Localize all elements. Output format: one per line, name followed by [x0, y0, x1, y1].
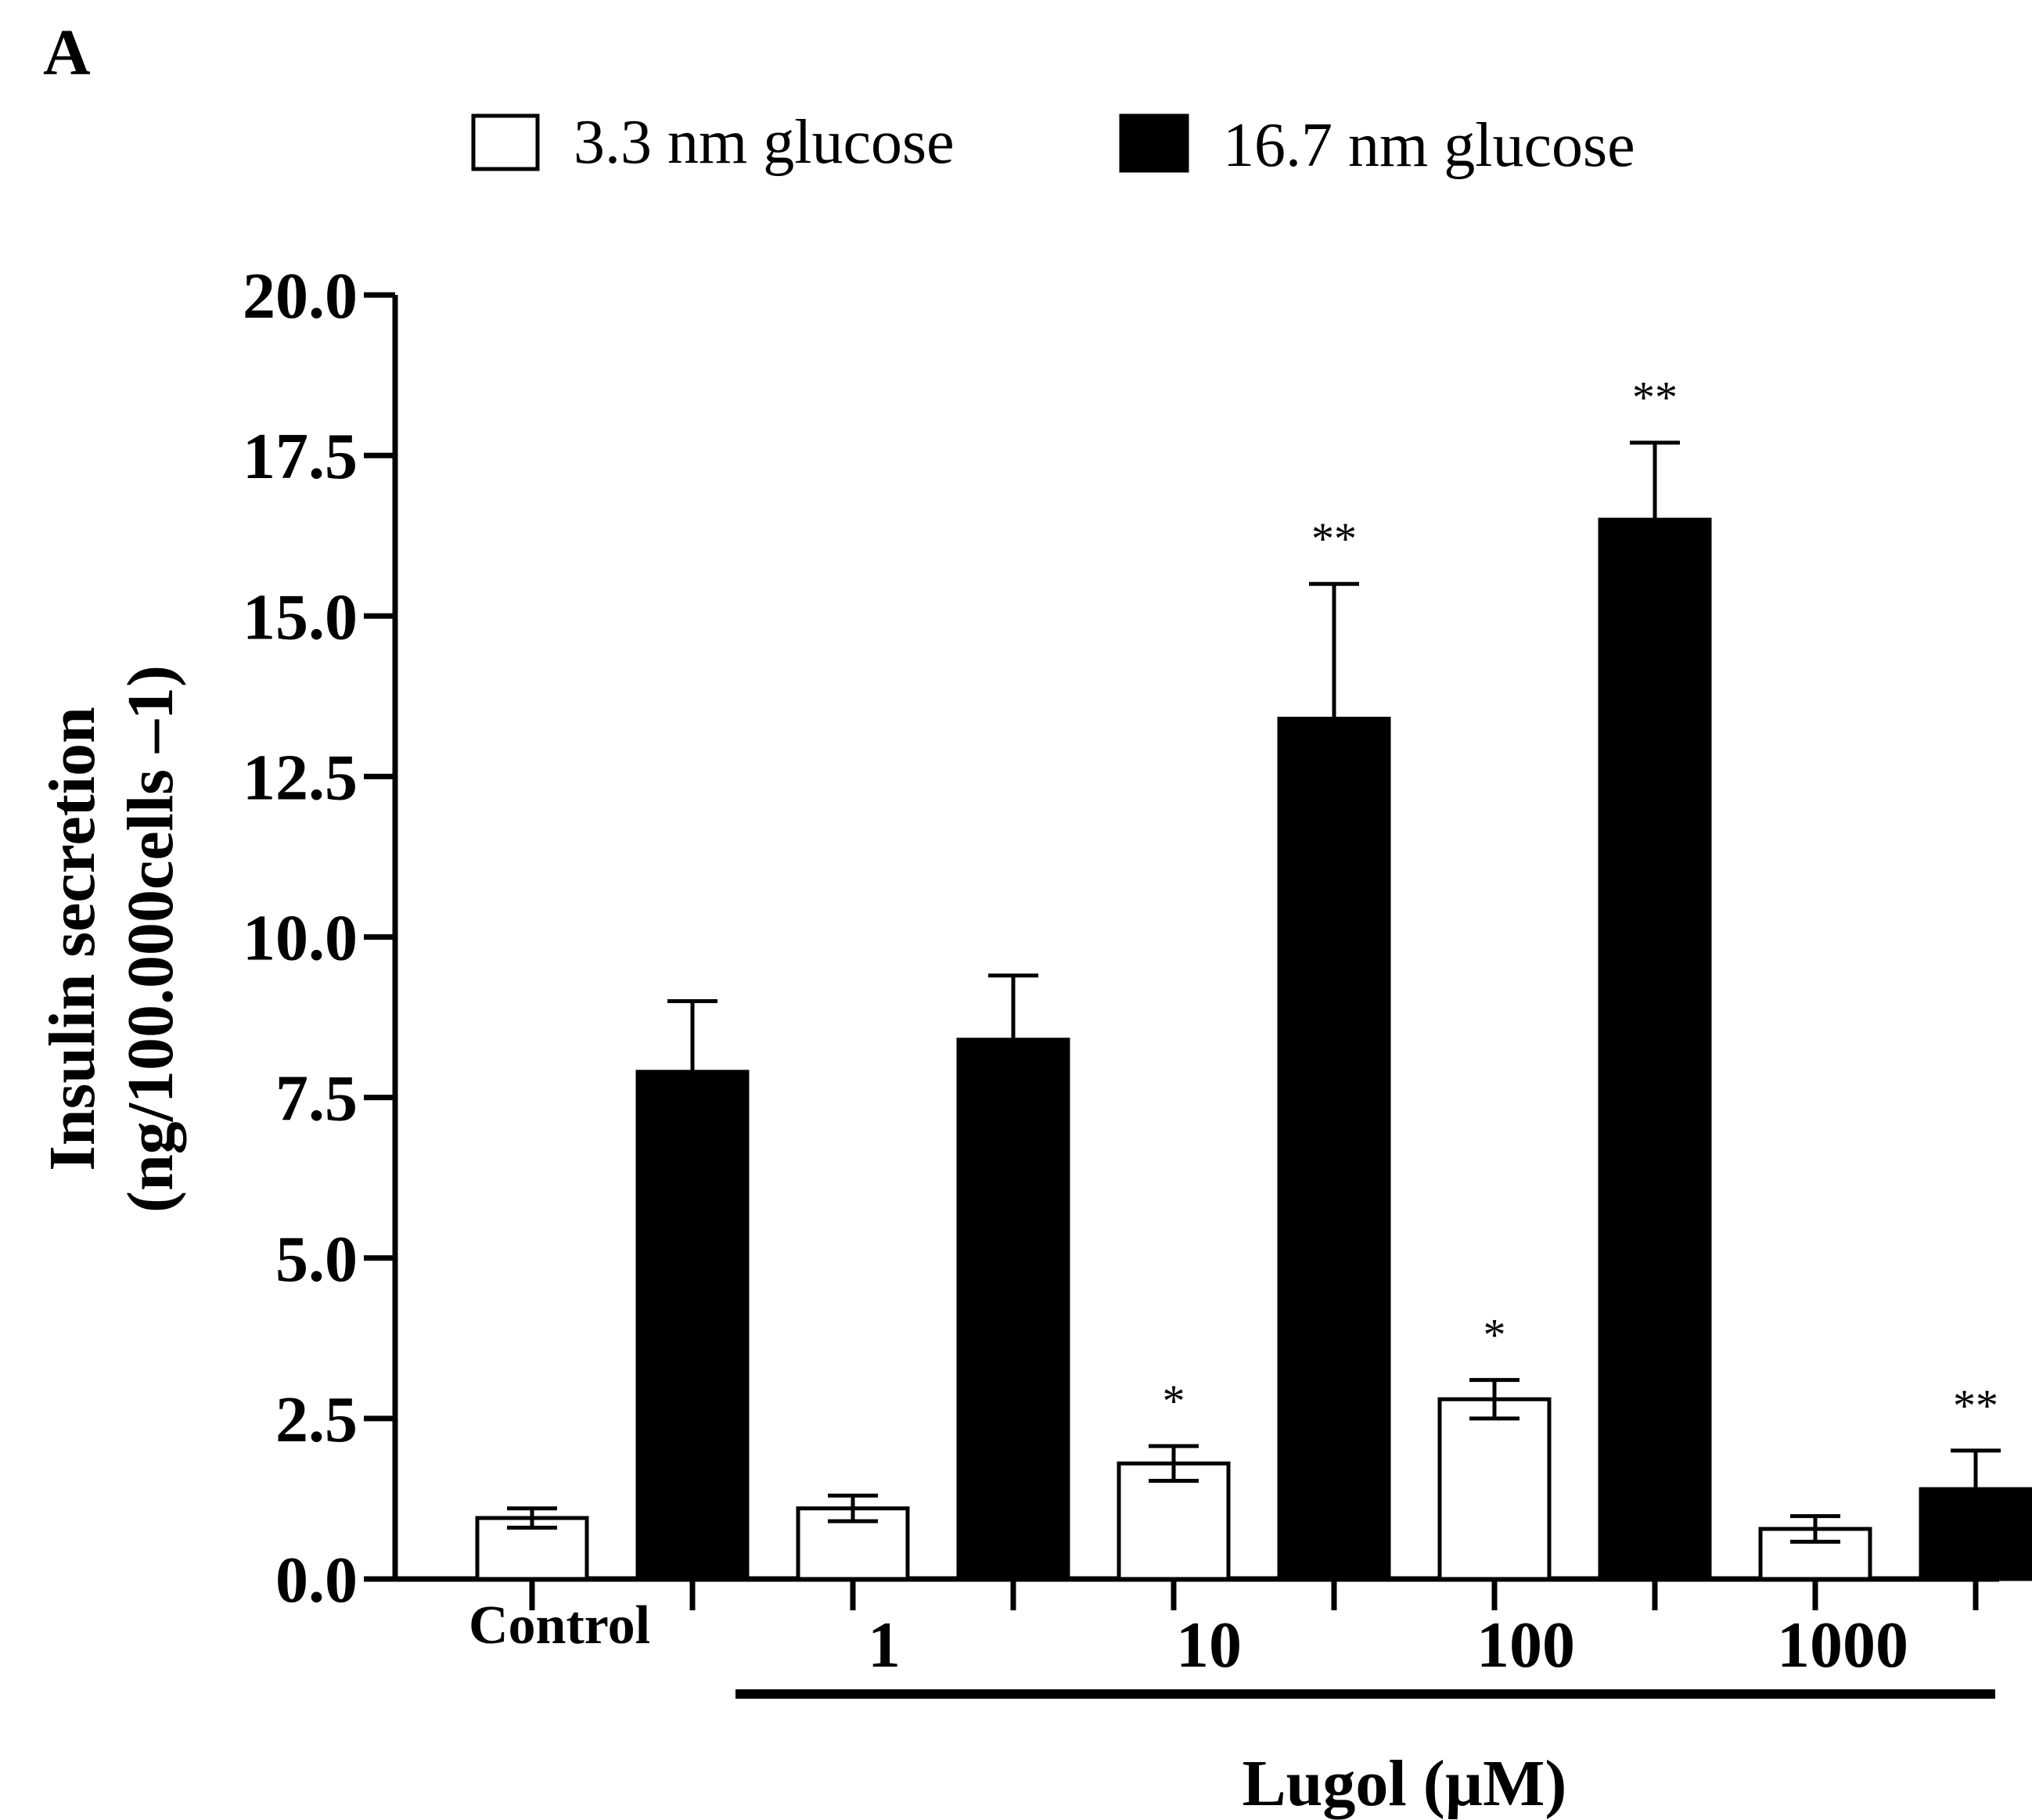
y-tick-label: 20.0 [243, 260, 358, 333]
bar-high-glucose [635, 1070, 750, 1581]
legend-label-series2: 16.7 nm glucose [1223, 111, 1635, 180]
bar-low-glucose [1437, 1397, 1552, 1581]
x-category-label: 100 [1476, 1609, 1575, 1682]
x-category-label: 1 [868, 1609, 901, 1682]
y-axis-title-line2: (ng/100.000cells –1) [114, 665, 187, 1213]
y-tick-label: 5.0 [275, 1223, 358, 1296]
y-tick-label: 0.0 [275, 1544, 358, 1617]
bar-high-glucose [1277, 717, 1391, 1581]
y-tick-label: 10.0 [243, 902, 358, 975]
legend-swatch-series1 [471, 113, 540, 171]
legend: 3.3 nm glucose 16.7 nm glucose [471, 108, 1635, 180]
y-tick-label: 15.0 [243, 581, 358, 653]
significance-marker: ** [1953, 1380, 1998, 1431]
y-tick-label: 7.5 [275, 1063, 358, 1135]
bar-high-glucose [1598, 517, 1712, 1581]
y-axis-title: Insulin secretion (ng/100.000cells –1) [36, 665, 187, 1213]
bar-low-glucose [1758, 1527, 1872, 1581]
x-category-label: 1000 [1777, 1609, 1908, 1682]
legend-label-series1: 3.3 nm glucose [574, 108, 955, 177]
bars: ******** [475, 372, 2032, 1581]
x-axis: Control 1 10 100 1000 [393, 1576, 1999, 1682]
y-axis-title-line1: Insulin secretion [36, 707, 109, 1171]
y-axis: 0.0 2.5 5.0 7.5 10.0 12.5 15.0 17.5 20.0 [243, 260, 398, 1617]
x-category-label: 10 [1176, 1609, 1242, 1682]
significance-marker: * [1163, 1376, 1185, 1426]
panel-label: A [43, 16, 91, 89]
significance-marker: * [1484, 1310, 1506, 1361]
significance-marker: ** [1311, 513, 1357, 564]
x-category-label: Control [469, 1595, 650, 1656]
bar-high-glucose [1919, 1487, 2032, 1581]
y-tick-label: 17.5 [243, 420, 358, 493]
y-tick-label: 2.5 [275, 1383, 358, 1456]
x-axis-title: Lugol (µM) [1243, 1747, 1567, 1820]
legend-swatch-series2 [1119, 113, 1189, 173]
significance-marker: ** [1632, 372, 1678, 423]
y-tick-label: 12.5 [243, 741, 358, 814]
bar-high-glucose [956, 1038, 1070, 1581]
